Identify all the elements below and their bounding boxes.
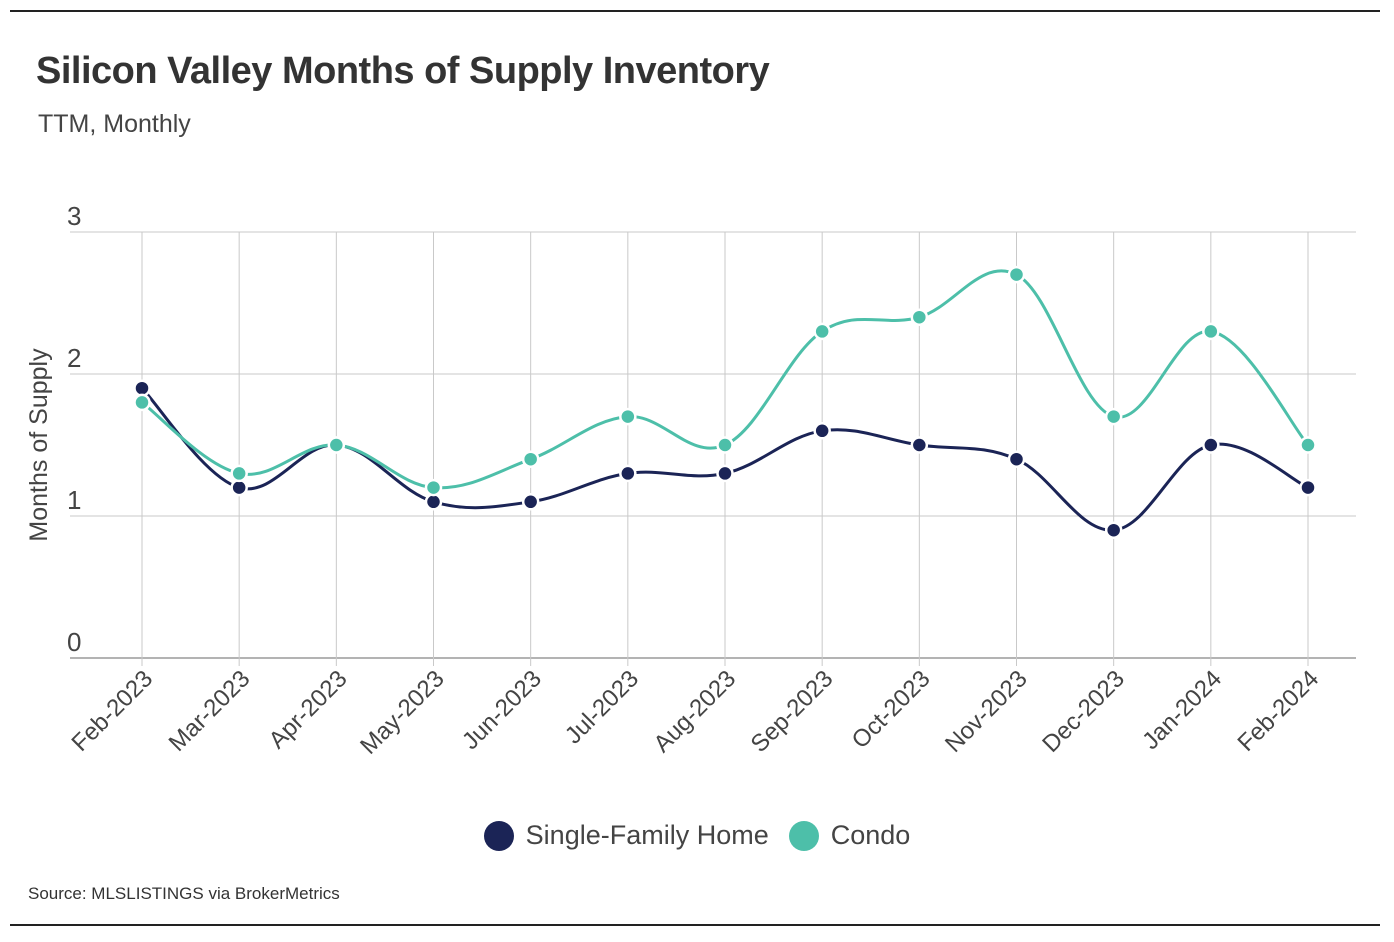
x-tick-label: Oct-2023	[847, 665, 936, 754]
data-point-single-family-home	[716, 464, 734, 483]
legend-label-condo: Condo	[830, 820, 911, 850]
y-axis-title: Months of Supply	[25, 348, 53, 542]
data-point-condo	[521, 450, 540, 468]
data-point-single-family-home	[521, 493, 540, 511]
legend-swatch-condo	[788, 820, 819, 851]
data-point-condo	[619, 407, 637, 426]
data-point-condo	[1299, 436, 1317, 454]
x-tick-label: Aug-2023	[649, 665, 742, 758]
data-point-condo	[813, 322, 831, 341]
source-note: Source: MLSLISTINGS via BrokerMetrics	[28, 884, 340, 903]
data-point-condo	[327, 436, 346, 454]
series-layer	[133, 265, 1317, 539]
data-point-single-family-home	[813, 422, 831, 440]
x-tick-label: Jul-2023	[560, 665, 644, 749]
x-tick-label: Mar-2023	[164, 665, 256, 757]
data-point-single-family-home	[619, 464, 637, 483]
legend-item-single-family: Single-Family Home	[483, 820, 769, 851]
legend: Single-Family Home Condo	[0, 820, 1394, 851]
x-tick-label: Feb-2024	[1232, 665, 1324, 757]
chart-title: Silicon Valley Months of Supply Inventor…	[36, 50, 770, 92]
data-point-single-family-home	[910, 436, 929, 454]
axis-layer: 0 1 2 3 Feb-2023 Mar-2023 Apr-2023 May-2023 Jun-…	[66, 201, 1324, 760]
data-point-condo	[1007, 265, 1026, 284]
x-tick-label: Nov-2023	[940, 665, 1033, 758]
y-tick-label: 1	[67, 485, 81, 515]
top-rule	[10, 10, 1380, 12]
legend-label-single-family: Single-Family Home	[525, 820, 769, 850]
data-point-condo	[133, 393, 151, 412]
legend-swatch-single-family	[483, 820, 514, 851]
x-tick-label: Dec-2023	[1037, 665, 1130, 758]
x-tick-label: Apr-2023	[264, 665, 353, 754]
data-point-condo	[1202, 322, 1220, 341]
data-point-single-family-home	[1104, 521, 1123, 539]
data-point-condo	[1104, 407, 1123, 426]
data-point-single-family-home	[1202, 436, 1220, 454]
data-point-condo	[230, 464, 248, 483]
legend-item-condo: Condo	[788, 820, 911, 851]
x-tick-label: Jun-2023	[457, 665, 547, 755]
x-tick-label: Feb-2023	[66, 665, 158, 757]
data-point-single-family-home	[230, 478, 248, 497]
x-tick-label: Sep-2023	[746, 665, 839, 758]
chart-subtitle: TTM, Monthly	[38, 110, 191, 138]
data-point-single-family-home	[424, 493, 443, 511]
data-point-condo	[424, 478, 443, 497]
data-point-single-family-home	[133, 379, 151, 397]
data-point-single-family-home	[1007, 450, 1026, 468]
y-tick-label: 3	[67, 201, 81, 231]
x-tick-label: Jan-2024	[1137, 665, 1227, 755]
x-tick-label: May-2023	[355, 665, 450, 760]
data-point-condo	[716, 436, 734, 454]
y-tick-label: 2	[67, 343, 81, 373]
bottom-rule	[10, 924, 1380, 926]
data-point-condo	[910, 308, 929, 326]
data-point-single-family-home	[1299, 478, 1317, 497]
line-chart: 0 1 2 3 Feb-2023 Mar-2023 Apr-2023 May-2023 Jun-…	[25, 201, 1356, 760]
y-tick-label: 0	[67, 627, 81, 657]
